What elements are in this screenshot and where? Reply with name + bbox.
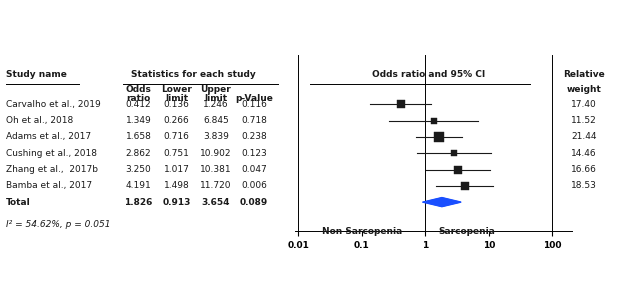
Text: Oh et al., 2018: Oh et al., 2018 — [6, 116, 74, 125]
Text: Cushing et al., 2018: Cushing et al., 2018 — [6, 149, 97, 158]
Text: 0.716: 0.716 — [164, 132, 189, 141]
Text: 3.839: 3.839 — [203, 132, 229, 141]
Text: 0.089: 0.089 — [240, 198, 268, 207]
Text: 0.116: 0.116 — [241, 100, 267, 109]
Text: 0.751: 0.751 — [164, 149, 189, 158]
Text: 4.191: 4.191 — [126, 181, 151, 190]
Text: 3.654: 3.654 — [202, 198, 230, 207]
Text: 0.412: 0.412 — [126, 100, 151, 109]
Text: 3.250: 3.250 — [126, 165, 151, 174]
Text: 6.845: 6.845 — [203, 116, 229, 125]
Text: Total: Total — [6, 198, 31, 207]
Text: 14.46: 14.46 — [572, 149, 597, 158]
Text: Lower: Lower — [161, 85, 192, 94]
Text: 21.44: 21.44 — [572, 132, 597, 141]
Text: 0.718: 0.718 — [241, 116, 267, 125]
Polygon shape — [423, 198, 461, 207]
Text: Non Sarcopenia: Non Sarcopenia — [321, 227, 402, 236]
Text: Adams et al., 2017: Adams et al., 2017 — [6, 132, 91, 141]
Text: 11.52: 11.52 — [572, 116, 597, 125]
Text: 2.862: 2.862 — [126, 149, 151, 158]
Text: 1.498: 1.498 — [164, 181, 189, 190]
Text: 1.246: 1.246 — [203, 100, 229, 109]
Text: Statistics for each study: Statistics for each study — [131, 70, 255, 79]
Text: limit: limit — [165, 94, 188, 103]
Text: 17.40: 17.40 — [572, 100, 597, 109]
Text: Carvalho et al., 2019: Carvalho et al., 2019 — [6, 100, 101, 109]
Text: limit: limit — [204, 94, 227, 103]
Text: 0.913: 0.913 — [163, 198, 190, 207]
Text: Sarcopenia: Sarcopenia — [438, 227, 495, 236]
Text: 0.047: 0.047 — [241, 165, 267, 174]
Text: 1.017: 1.017 — [164, 165, 189, 174]
Text: I² = 54.62%, p = 0.051: I² = 54.62%, p = 0.051 — [6, 220, 111, 229]
Text: 0.136: 0.136 — [164, 100, 189, 109]
Text: 0.238: 0.238 — [241, 132, 267, 141]
Text: Bamba et al., 2017: Bamba et al., 2017 — [6, 181, 93, 190]
Text: Zhang et al.,  2017b: Zhang et al., 2017b — [6, 165, 98, 174]
Text: Odds ratio and 95% CI: Odds ratio and 95% CI — [373, 70, 486, 79]
Text: 10.381: 10.381 — [200, 165, 232, 174]
Text: Odds: Odds — [126, 85, 151, 94]
Text: ratio: ratio — [126, 94, 150, 103]
Text: Relative: Relative — [563, 70, 605, 79]
Text: 1.658: 1.658 — [126, 132, 151, 141]
Text: 0.266: 0.266 — [164, 116, 189, 125]
Text: 10.902: 10.902 — [200, 149, 232, 158]
Text: 0.006: 0.006 — [241, 181, 267, 190]
Text: 16.66: 16.66 — [572, 165, 597, 174]
Text: 1.826: 1.826 — [124, 198, 152, 207]
Text: Study name: Study name — [6, 70, 67, 79]
Text: 18.53: 18.53 — [572, 181, 597, 190]
Text: 11.720: 11.720 — [200, 181, 232, 190]
Text: 0.123: 0.123 — [241, 149, 267, 158]
Text: weight: weight — [567, 85, 601, 94]
Text: Upper: Upper — [201, 85, 231, 94]
Text: p-Value: p-Value — [235, 94, 273, 103]
Text: 1.349: 1.349 — [126, 116, 151, 125]
